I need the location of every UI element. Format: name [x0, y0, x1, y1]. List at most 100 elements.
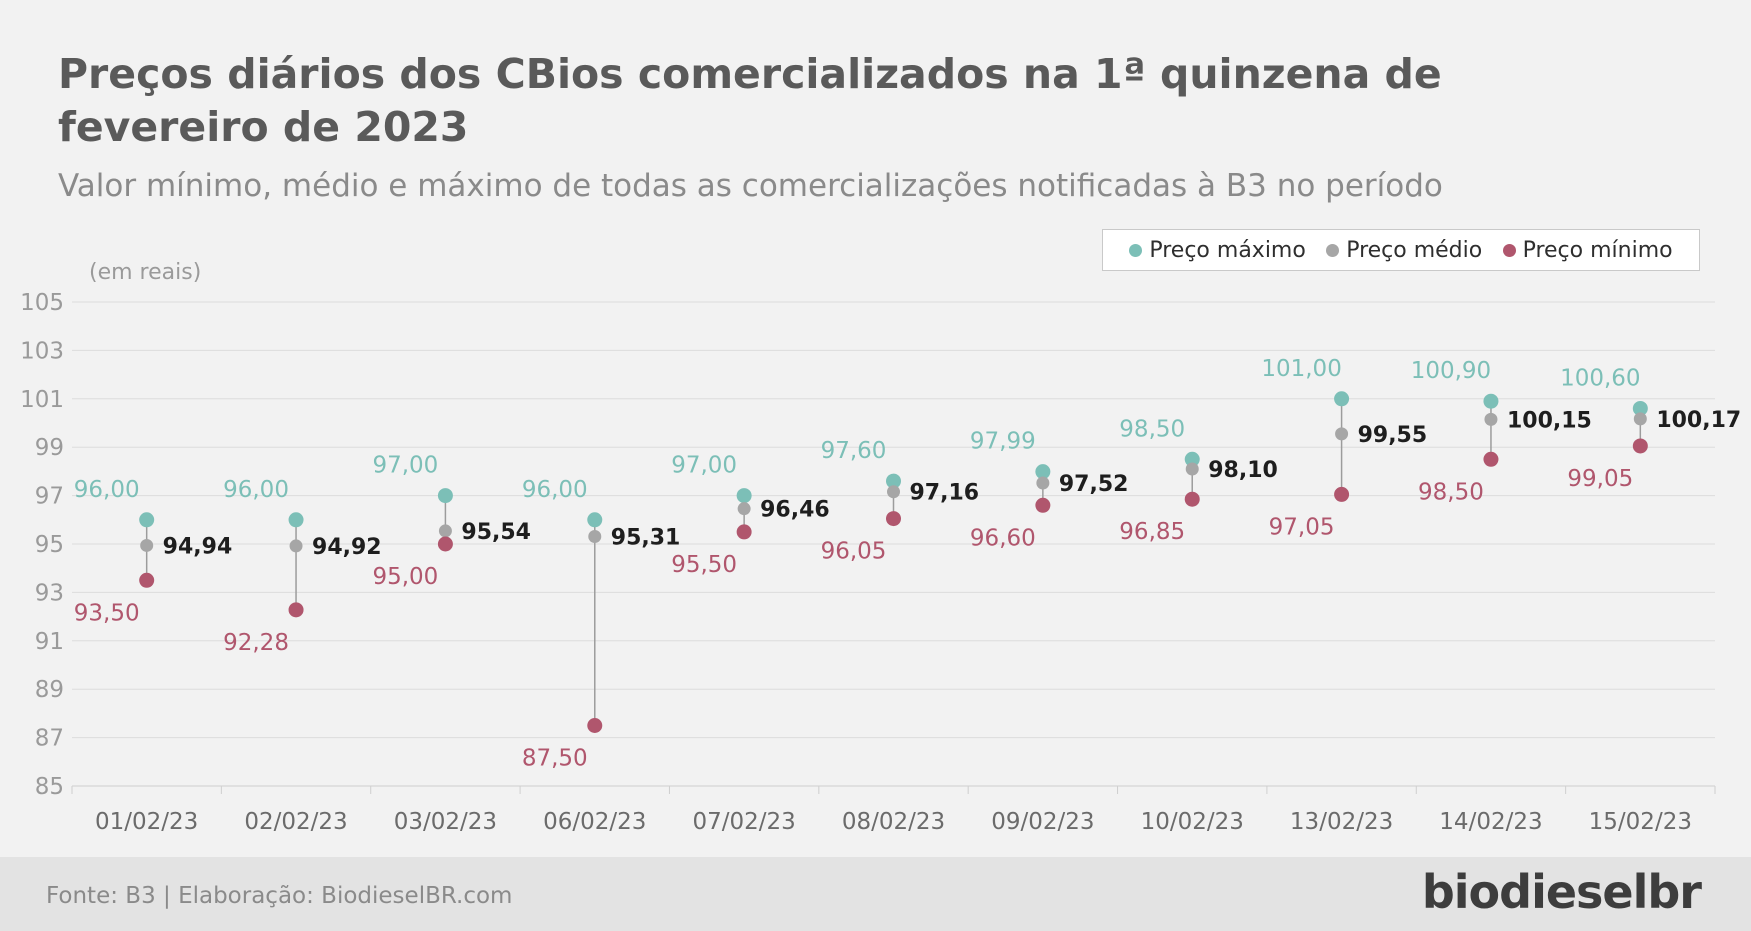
avg-value-label: 100,15	[1507, 408, 1592, 433]
x-tick-label: 02/02/23	[244, 809, 347, 835]
x-tick-label: 01/02/23	[95, 809, 198, 835]
y-tick-label: 105	[20, 290, 64, 316]
min-point	[587, 718, 603, 733]
avg-point	[588, 529, 602, 543]
legend-label-max: Preço máximo	[1149, 237, 1306, 263]
legend-item-avg: Preço médio	[1326, 238, 1482, 263]
min-value-label: 92,28	[223, 630, 289, 656]
max-value-label: 97,00	[671, 453, 737, 479]
chart-subtitle: Valor mínimo, médio e máximo de todas as…	[58, 168, 1443, 204]
max-point	[587, 512, 603, 528]
y-tick-label: 87	[35, 726, 64, 752]
max-value-label: 96,00	[223, 477, 289, 503]
min-value-label: 87,50	[522, 746, 588, 772]
y-tick-label: 95	[35, 532, 64, 558]
max-point	[1035, 464, 1051, 480]
max-point	[139, 512, 155, 528]
max-point	[1632, 400, 1648, 416]
y-tick-label: 89	[35, 677, 64, 703]
max-point	[886, 473, 901, 489]
x-tick-label: 10/02/23	[1141, 809, 1244, 835]
y-tick-label: 91	[35, 629, 64, 655]
avg-point	[289, 539, 303, 553]
max-value-label: 101,00	[1261, 356, 1341, 382]
legend-dot-avg	[1326, 243, 1340, 257]
max-value-label: 100,90	[1411, 358, 1491, 384]
footer: Fonte: B3 | Elaboração: BiodieselBR.com …	[0, 857, 1751, 931]
avg-point	[1335, 427, 1349, 441]
avg-value-label: 99,55	[1358, 423, 1428, 448]
brand-logo: biodieselbr	[1421, 865, 1702, 919]
x-tick-label: 07/02/23	[692, 809, 795, 835]
min-value-label: 95,50	[671, 552, 737, 578]
avg-point	[438, 524, 452, 538]
y-axis-label: (em reais)	[89, 260, 201, 285]
x-tick-label: 03/02/23	[394, 809, 497, 835]
source-credit: Fonte: B3 | Elaboração: BiodieselBR.com	[46, 883, 513, 909]
avg-value-label: 94,94	[163, 534, 233, 559]
chart-legend: Preço máximo Preço médio Preço mínimo	[1102, 229, 1700, 271]
avg-point	[737, 502, 751, 516]
y-tick-label: 99	[35, 435, 64, 461]
x-tick-label: 08/02/23	[842, 809, 945, 835]
min-point	[736, 524, 752, 540]
x-tick-label: 06/02/23	[543, 809, 646, 835]
avg-value-label: 95,54	[461, 520, 531, 545]
avg-value-label: 94,92	[312, 535, 382, 560]
y-tick-label: 101	[20, 387, 64, 413]
avg-value-label: 95,31	[611, 525, 681, 550]
avg-value-label: 97,52	[1059, 472, 1129, 497]
max-value-label: 97,60	[821, 438, 887, 464]
min-point	[886, 511, 901, 527]
max-point	[1334, 391, 1350, 407]
avg-point	[887, 485, 900, 499]
min-point	[1632, 438, 1648, 454]
legend-dot-min	[1502, 243, 1516, 257]
max-point	[1184, 451, 1200, 467]
min-point	[1035, 497, 1051, 513]
min-value-label: 96,85	[1119, 519, 1185, 545]
y-tick-label: 103	[20, 338, 64, 364]
avg-value-label: 98,10	[1208, 458, 1278, 483]
legend-label-avg: Preço médio	[1346, 237, 1483, 263]
y-tick-label: 97	[35, 484, 64, 510]
min-value-label: 98,50	[1418, 479, 1484, 505]
x-tick-label: 15/02/23	[1589, 809, 1692, 835]
avg-point	[1185, 462, 1199, 476]
min-point	[1184, 491, 1200, 507]
x-tick-label: 09/02/23	[991, 809, 1094, 835]
chart-title: Preços diários dos CBios comercializados…	[58, 50, 1442, 151]
min-point	[1483, 451, 1499, 467]
max-point	[288, 512, 304, 528]
max-point	[736, 488, 752, 504]
max-value-label: 98,50	[1119, 416, 1185, 442]
min-point	[288, 602, 304, 618]
legend-item-min: Preço mínimo	[1502, 237, 1673, 263]
max-value-label: 97,99	[970, 429, 1036, 455]
max-point	[437, 488, 453, 504]
max-point	[1483, 393, 1499, 409]
avg-value-label: 96,46	[760, 498, 830, 523]
min-value-label: 93,50	[74, 600, 140, 626]
max-value-label: 96,00	[74, 477, 140, 503]
max-value-label: 96,00	[522, 477, 588, 503]
max-value-label: 100,60	[1560, 365, 1640, 391]
min-point	[437, 536, 453, 552]
min-point	[1334, 486, 1350, 502]
y-tick-label: 85	[35, 774, 64, 800]
legend-item-max: Preço máximo	[1129, 237, 1306, 263]
min-value-label: 95,00	[372, 564, 438, 590]
avg-point	[140, 538, 154, 552]
min-value-label: 97,05	[1269, 514, 1335, 540]
avg-point	[1484, 412, 1498, 426]
avg-point	[1633, 412, 1647, 426]
legend-dot-max	[1129, 243, 1143, 257]
legend-label-min: Preço mínimo	[1522, 237, 1673, 263]
max-value-label: 97,00	[372, 453, 438, 479]
x-tick-label: 13/02/23	[1290, 809, 1393, 835]
min-value-label: 99,05	[1567, 466, 1633, 492]
y-tick-label: 93	[35, 580, 64, 606]
avg-value-label: 97,16	[910, 481, 980, 506]
min-value-label: 96,60	[970, 525, 1036, 551]
min-value-label: 96,05	[821, 539, 887, 565]
